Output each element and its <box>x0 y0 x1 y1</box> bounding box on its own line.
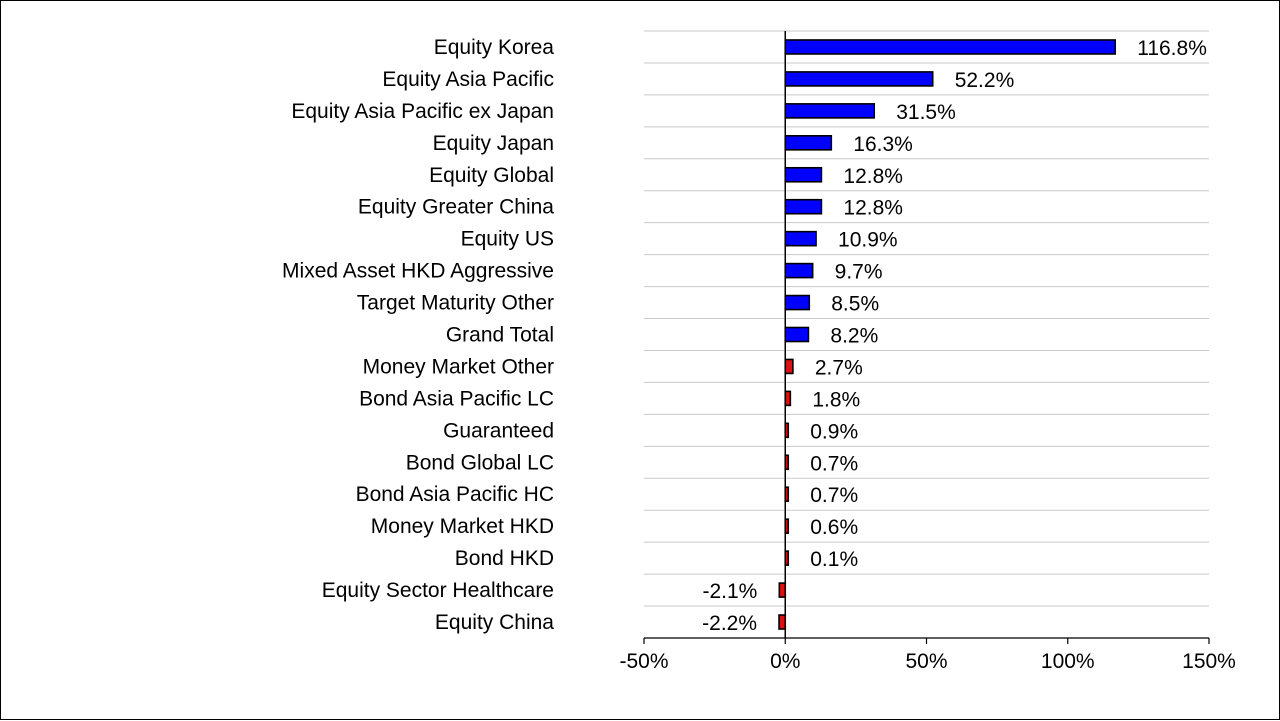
data-label: 16.3% <box>853 133 913 156</box>
category-label: Equity US <box>461 228 554 251</box>
bar <box>784 518 790 534</box>
data-label: 0.7% <box>810 484 858 507</box>
bar <box>784 262 814 279</box>
category-label: Guaranteed <box>443 419 554 442</box>
category-label: Money Market Other <box>363 355 554 378</box>
bar <box>784 550 790 566</box>
bar <box>784 486 790 503</box>
x-tick-label: 100% <box>1041 650 1095 673</box>
data-label: -2.1% <box>702 580 757 603</box>
category-label: Grand Total <box>446 324 554 347</box>
bar <box>784 294 811 311</box>
data-label: 52.2% <box>955 69 1015 92</box>
category-label: Equity Asia Pacific ex Japan <box>291 100 554 123</box>
category-label: Bond HKD <box>455 547 554 570</box>
bar <box>784 358 794 375</box>
bar <box>784 390 792 407</box>
x-tick-label: -50% <box>619 650 668 673</box>
category-label: Bond Asia Pacific HC <box>356 483 554 506</box>
data-label: 0.6% <box>810 516 858 539</box>
category-label: Mixed Asset HKD Aggressive <box>282 260 554 283</box>
x-tick-label: 0% <box>770 650 800 673</box>
bar <box>778 614 787 630</box>
data-label: 1.8% <box>812 388 860 411</box>
category-label: Money Market HKD <box>371 515 554 538</box>
category-label: Bond Asia Pacific LC <box>359 387 554 410</box>
bar <box>784 326 810 343</box>
bar <box>784 166 823 183</box>
bar <box>784 422 790 439</box>
data-label: 10.9% <box>838 229 898 252</box>
category-label: Equity Japan <box>433 132 554 155</box>
data-label: 8.2% <box>830 325 878 348</box>
bar <box>784 135 833 151</box>
data-label: 0.7% <box>810 452 858 475</box>
data-label: 12.8% <box>843 165 903 188</box>
data-label: 0.9% <box>810 420 858 443</box>
bar <box>784 230 817 247</box>
bar <box>784 198 823 215</box>
category-label: Equity Greater China <box>358 196 554 219</box>
data-label: -2.2% <box>702 612 757 635</box>
x-tick-label: 50% <box>905 650 947 673</box>
category-label: Equity China <box>435 611 554 634</box>
category-label: Equity Sector Healthcare <box>322 579 554 602</box>
bar <box>784 103 876 119</box>
bar <box>784 71 934 87</box>
bar <box>784 39 1117 55</box>
data-label: 0.1% <box>810 548 858 571</box>
data-label: 9.7% <box>835 261 883 284</box>
category-label: Bond Global LC <box>406 451 554 474</box>
category-label: Equity Korea <box>434 36 555 59</box>
bar <box>778 582 787 598</box>
data-label: 8.5% <box>831 293 879 316</box>
bar <box>784 454 790 471</box>
x-tick-label: 150% <box>1182 650 1236 673</box>
category-label: Equity Global <box>429 164 554 187</box>
category-label: Target Maturity Other <box>357 292 554 315</box>
data-label: 12.8% <box>843 197 903 220</box>
data-label: 2.7% <box>815 356 863 379</box>
category-label: Equity Asia Pacific <box>382 68 554 91</box>
data-label: 116.8% <box>1137 37 1207 60</box>
data-label: 31.5% <box>896 101 956 124</box>
